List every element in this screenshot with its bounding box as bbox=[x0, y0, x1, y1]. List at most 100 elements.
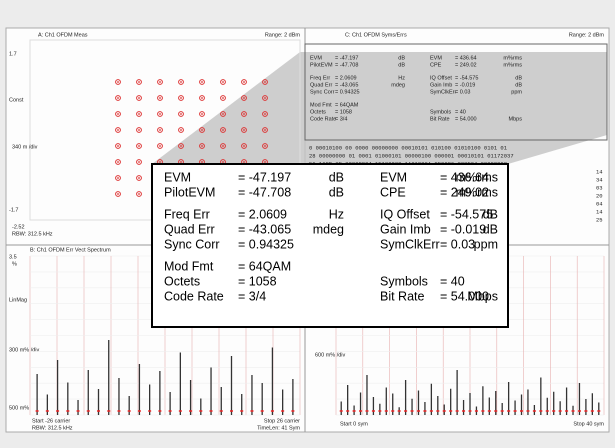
unit: mdeg bbox=[313, 222, 344, 236]
start: Start -26 carrier bbox=[32, 418, 70, 424]
label: SymClkErr bbox=[380, 237, 440, 251]
mini-label: Freq Err bbox=[310, 75, 330, 81]
axis-name: LinMag bbox=[9, 297, 27, 303]
unit: m%rms bbox=[456, 185, 498, 199]
constellation-point bbox=[115, 191, 121, 197]
constellation-point bbox=[262, 143, 268, 149]
mini-value: = -47.708 bbox=[335, 62, 358, 68]
constellation-point bbox=[262, 95, 268, 101]
value: = -43.065 bbox=[238, 222, 291, 236]
constellation-dot bbox=[159, 129, 161, 131]
mini-value: = 0.03 bbox=[455, 89, 470, 95]
constellation-point bbox=[199, 95, 205, 101]
constellation-dot bbox=[138, 81, 140, 83]
mini-label: Code Rate bbox=[310, 116, 336, 122]
mini-unit: Hz bbox=[398, 75, 405, 81]
constellation-dot bbox=[243, 129, 245, 131]
range: Range: 2 dBm bbox=[569, 32, 605, 38]
rbw: RBW: 312.5 kHz bbox=[32, 425, 73, 431]
constellation-dot bbox=[117, 97, 119, 99]
constellation-dot bbox=[222, 81, 224, 83]
constellation-dot bbox=[138, 113, 140, 115]
panel-title: A: Ch1 OFDM Meas bbox=[38, 32, 88, 38]
hex-tail: 03 bbox=[596, 184, 603, 191]
constellation-point bbox=[199, 79, 205, 85]
mini-value: = 54.000 bbox=[455, 116, 477, 122]
constellation-point bbox=[115, 175, 121, 181]
constellation-dot bbox=[138, 97, 140, 99]
unit: dB bbox=[483, 222, 498, 236]
mini-value: = -47.197 bbox=[335, 55, 358, 61]
mini-value: = -0.019 bbox=[455, 82, 475, 88]
constellation-dot bbox=[180, 145, 182, 147]
hex-line: 0 00010100 00 0000 00000000 00010101 010… bbox=[309, 144, 508, 151]
constellation-dot bbox=[243, 81, 245, 83]
constellation-point bbox=[241, 79, 247, 85]
mini-unit: dB bbox=[515, 82, 522, 88]
constellation-point bbox=[136, 159, 142, 165]
constellation-point bbox=[157, 111, 163, 117]
hex-line: 28 00000000 01 0001 01000101 00000100 00… bbox=[309, 152, 514, 159]
label: Quad Err bbox=[164, 222, 215, 236]
axis-scale: 600 m% /div bbox=[315, 352, 346, 358]
constellation-point bbox=[220, 111, 226, 117]
start: Start 0 sym bbox=[340, 421, 368, 427]
constellation-dot bbox=[222, 145, 224, 147]
constellation-dot bbox=[117, 177, 119, 179]
hex-tail: 20 bbox=[596, 192, 603, 199]
constellation-point bbox=[115, 95, 121, 101]
constellation-point bbox=[115, 159, 121, 165]
constellation-point bbox=[241, 111, 247, 117]
constellation-point bbox=[220, 143, 226, 149]
constellation-point bbox=[136, 127, 142, 133]
constellation-point bbox=[220, 127, 226, 133]
constellation-dot bbox=[243, 145, 245, 147]
mini-value: = 64QAM bbox=[335, 102, 359, 108]
constellation-dot bbox=[159, 145, 161, 147]
axis-scale: 340 m /div bbox=[12, 144, 38, 150]
constellation-dot bbox=[159, 161, 161, 163]
constellation-point bbox=[115, 143, 121, 149]
constellation-point bbox=[241, 95, 247, 101]
constellation-point bbox=[220, 79, 226, 85]
mini-value: = 0.94325 bbox=[335, 89, 360, 95]
constellation-point bbox=[136, 111, 142, 117]
constellation-dot bbox=[159, 97, 161, 99]
panel-c-frame bbox=[304, 43, 608, 141]
stop: Stop 26 carrier bbox=[264, 418, 300, 424]
mini-unit: m%rms bbox=[503, 55, 522, 61]
axis-name: Const bbox=[9, 97, 24, 103]
constellation-dot bbox=[201, 97, 203, 99]
constellation-dot bbox=[222, 129, 224, 131]
mini-value: = 249.02 bbox=[455, 62, 477, 68]
constellation-dot bbox=[117, 81, 119, 83]
constellation-point bbox=[241, 143, 247, 149]
mini-label: Bit Rate bbox=[430, 116, 450, 122]
axis-start: -2.52 bbox=[12, 224, 25, 230]
label: Gain Imb bbox=[380, 222, 431, 236]
label: Octets bbox=[164, 274, 200, 288]
constellation-dot bbox=[180, 113, 182, 115]
constellation-point bbox=[199, 111, 205, 117]
constellation-dot bbox=[117, 129, 119, 131]
constellation-point bbox=[199, 127, 205, 133]
label: EVM bbox=[164, 170, 191, 184]
label: Bit Rate bbox=[380, 289, 425, 303]
constellation-dot bbox=[180, 129, 182, 131]
unit: dB bbox=[329, 170, 344, 184]
constellation-dot bbox=[201, 161, 203, 163]
mini-unit: m%rms bbox=[503, 62, 522, 68]
value: = 249.02 bbox=[440, 185, 489, 199]
constellation-dot bbox=[264, 161, 266, 163]
constellation-dot bbox=[264, 97, 266, 99]
constellation-dot bbox=[138, 161, 140, 163]
constellation-dot bbox=[117, 145, 119, 147]
constellation-dot bbox=[138, 129, 140, 131]
label: PilotEVM bbox=[164, 185, 215, 199]
constellation-dot bbox=[201, 145, 203, 147]
label: Code Rate bbox=[164, 289, 224, 303]
mini-value: = 436.64 bbox=[455, 55, 477, 61]
value: = -0.019 bbox=[440, 222, 486, 236]
constellation-dot bbox=[222, 161, 224, 163]
mini-unit: mdeg bbox=[391, 82, 405, 88]
